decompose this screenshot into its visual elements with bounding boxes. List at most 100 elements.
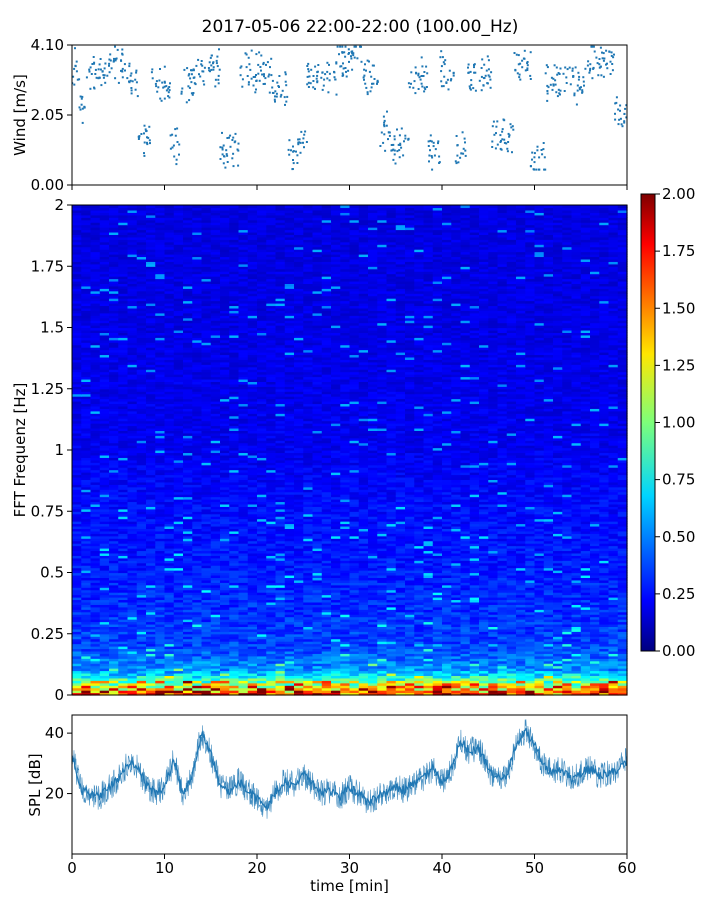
spectrogram-cell [534,655,545,659]
spectrogram-cell [543,611,554,615]
spectrogram-cell [405,570,415,574]
spectrogram-cell [321,668,332,672]
spectrogram-cell [229,538,240,542]
spectrogram-cell [349,540,360,544]
wind-point [557,72,560,74]
spectrogram-cell [414,606,425,610]
spectrogram-cell [442,623,452,627]
wind-point [614,118,617,121]
spectrogram-cell [525,611,536,615]
spectrogram-cell [506,658,517,662]
spectrogram-cell [127,668,138,672]
spectrogram-cell [210,611,221,615]
spectrogram-cell [497,626,508,630]
spectrogram-cell [136,614,147,618]
wind-point [351,68,354,71]
wind-point [212,68,215,71]
spectrogram-cell [599,665,610,669]
spectrogram-cell [312,690,323,694]
spectrogram-cell [173,543,184,547]
wind-point [304,130,307,133]
wind-point [93,62,95,65]
spectrogram-cell [266,660,277,664]
spectrogram-cell [516,572,526,576]
spectrogram-cell [201,648,212,652]
spectrogram-cell [173,609,184,613]
spectrogram-cell [155,587,166,591]
spectrogram-cell [210,538,221,542]
spectrogram-cell [608,545,619,549]
spectrogram-cell [358,633,369,637]
spectrogram-cell [377,621,388,625]
spectrogram-cell [497,677,508,681]
spectrogram-cell [109,587,119,591]
wind-point [103,67,106,70]
spectrogram-cell [525,599,536,603]
spectrogram-cell [312,565,323,569]
spectrogram-cell [303,648,314,652]
spectrogram-cell [266,577,277,581]
wind-point [536,145,539,148]
spectrogram-cell [349,570,360,574]
spectrogram-cell [127,685,138,689]
spectrogram-cell [183,685,193,689]
spectrogram-cell [479,633,489,637]
spectrogram-cell [479,528,489,532]
spectrogram-cell [460,552,471,556]
spectrogram-cell [312,533,323,537]
wind-point [75,70,78,73]
spectrogram-cell [247,633,258,637]
spectrogram-cell [617,650,628,654]
spectrogram-cell [349,599,360,603]
spectrogram-cell [81,597,92,601]
spectrogram-cell [173,570,184,574]
spectrogram-cell [146,672,156,676]
spectrogram-cell [72,525,82,529]
spectrogram-cell [303,540,314,544]
wind-point [114,45,116,48]
spectrogram-cell [608,589,619,593]
spectrogram-cell [210,658,221,662]
wind-point [221,146,224,149]
wind-point [556,73,559,76]
spectrogram-cell [386,692,397,696]
wind-point [102,74,105,77]
wind-point [489,86,492,89]
wind-point [223,155,226,158]
spectrogram-cell [543,540,554,544]
spectrogram-cell [118,636,129,640]
spectrogram-cell [497,579,508,583]
wind-point [572,75,575,78]
spectrogram-cell [90,587,101,591]
spectrogram-cell [331,638,341,642]
spectrogram-cell [220,540,230,544]
wind-point [474,89,477,92]
spectrogram-cell [331,594,341,598]
spectrogram-cell [275,616,286,620]
wind-point [161,81,164,84]
spectrogram-cell [72,646,82,650]
spectrogram-cell [460,614,471,618]
spectrogram-cell [608,584,619,588]
spectrogram-cell [414,690,425,694]
spectrogram-cell [525,631,536,635]
spectrogram-cell [479,533,489,537]
spectrogram-cell [99,570,110,574]
spectrogram-cell [146,611,156,615]
spectrogram-cell [377,690,388,694]
spectrogram-cell [294,621,304,625]
spectrogram-cell [257,665,267,669]
spectrogram-cell [294,616,304,620]
spectrogram-cell [442,594,452,598]
spectrogram-cell [238,687,249,691]
spectrogram-cell [220,638,230,642]
spectrogram-cell [488,655,499,659]
spectrogram-cell [312,680,323,684]
spectrogram-cell [349,672,360,676]
spectrogram-cell [479,677,489,681]
wind-point [226,137,229,139]
wind-point [288,139,291,142]
wind-point [171,146,174,149]
spectrogram-cell [571,538,582,542]
wind-point [624,107,627,110]
